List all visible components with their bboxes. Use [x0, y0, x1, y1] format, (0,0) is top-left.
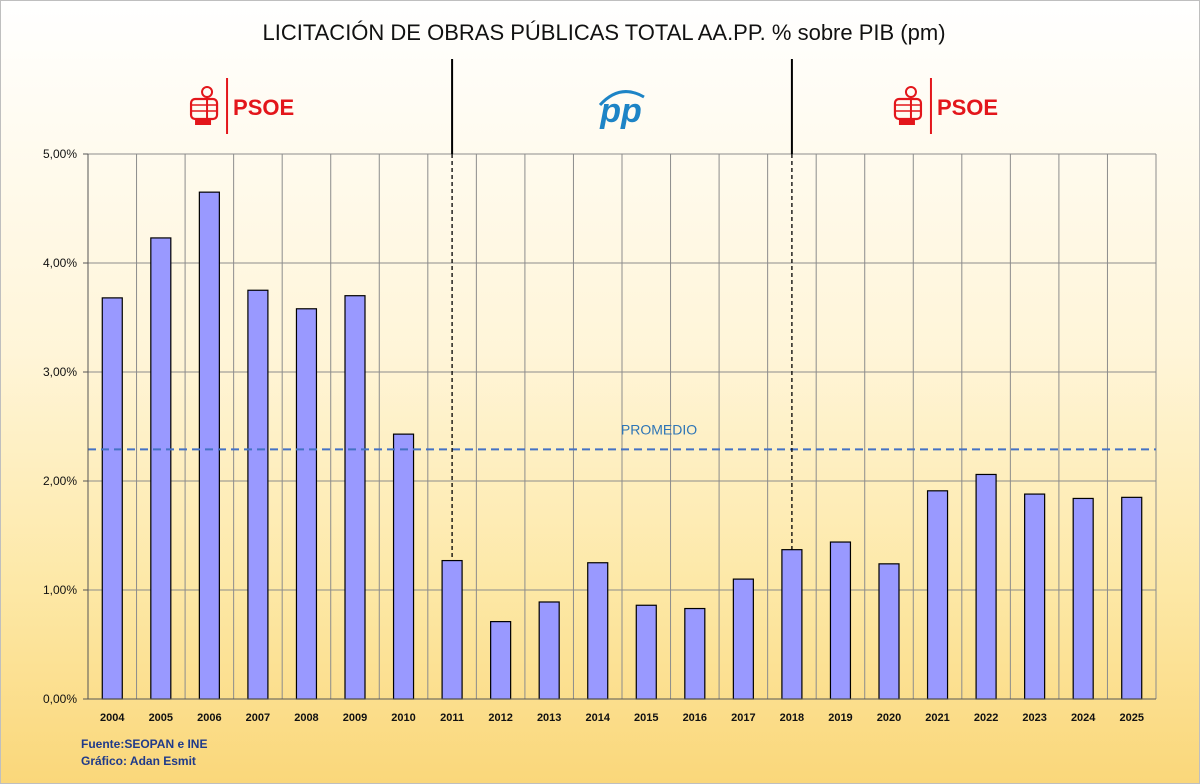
- bar-2023: [1024, 493, 1046, 700]
- bar-2024: [1072, 497, 1094, 700]
- author-note: Gráfico: Adan Esmit: [81, 754, 196, 768]
- bar-2020: [878, 563, 900, 700]
- x-tick-label: 2016: [683, 712, 707, 724]
- bar-2015: [635, 604, 657, 700]
- fist-shape: [189, 97, 219, 121]
- x-tick-label: 2007: [246, 712, 270, 724]
- bar-2010: [392, 433, 415, 700]
- x-tick-label: 2018: [780, 712, 804, 724]
- x-tick-label: 2004: [100, 712, 125, 724]
- bar-2004: [101, 297, 123, 700]
- bar-2008: [295, 308, 318, 700]
- x-tick-label: 2023: [1022, 712, 1046, 724]
- x-tick-label: 2012: [488, 712, 512, 724]
- finger-lines: [191, 104, 218, 112]
- bar-2016: [684, 607, 706, 700]
- rose-shape: [904, 86, 917, 98]
- wrist-shape: [195, 119, 212, 125]
- finger-lines: [894, 104, 921, 112]
- bar-2019: [829, 541, 852, 700]
- bar-2014: [587, 562, 609, 700]
- x-tick-label: 2025: [1119, 712, 1143, 724]
- x-tick-label: 2015: [634, 712, 658, 724]
- bar-2006: [198, 191, 220, 700]
- bar-2013: [538, 601, 560, 700]
- x-tick-label: 2006: [197, 712, 221, 724]
- bar-2011: [441, 559, 463, 700]
- y-tick-label: 2,00%: [43, 474, 77, 488]
- axes: 0,00% 1,00% 2,00% 3,00% 4,00% 5,00% 2004 2005 20…: [43, 147, 1156, 724]
- x-tick-label: 2008: [294, 712, 318, 724]
- bar-2009: [344, 295, 366, 700]
- x-tick-label: 2013: [537, 712, 561, 724]
- x-tick-label: 2017: [731, 712, 755, 724]
- bar-2021: [926, 490, 949, 700]
- bar-2005: [150, 237, 172, 700]
- y-tick-label: 4,00%: [43, 256, 77, 270]
- party-logos: PSOE pp PSOE: [189, 78, 998, 134]
- x-tick-label: 2022: [974, 712, 998, 724]
- fist-rose-icon: [189, 78, 229, 134]
- period-dividers: [451, 59, 793, 561]
- source-note: Fuente:SEOPAN e INE: [81, 737, 208, 751]
- y-tick-label: 3,00%: [43, 365, 77, 379]
- rose-shape: [201, 86, 214, 98]
- x-tick-label: 2014: [585, 712, 610, 724]
- bars: [101, 191, 1143, 700]
- party-name: PSOE: [937, 95, 998, 120]
- psoe-logo: PSOE: [189, 78, 294, 134]
- bar-2022: [975, 473, 997, 700]
- x-tick-label: 2019: [828, 712, 852, 724]
- y-tick-label: 5,00%: [43, 147, 77, 161]
- x-tick-label: 2021: [925, 712, 949, 724]
- chart-title: LICITACIÓN DE OBRAS PÚBLICAS TOTAL AA.PP…: [262, 20, 945, 45]
- average-line-group: PROMEDIO: [88, 421, 1156, 451]
- x-tick-label: 2011: [440, 712, 464, 724]
- fist-shape: [893, 97, 923, 121]
- bar-2012: [490, 621, 512, 700]
- bar-2017: [732, 578, 754, 700]
- average-label: PROMEDIO: [621, 421, 697, 437]
- pp-arc-icon: [598, 90, 645, 107]
- psoe-logo: PSOE: [893, 78, 998, 134]
- x-tick-label: 2005: [149, 712, 173, 724]
- x-tick-label: 2010: [391, 712, 415, 724]
- y-tick-label: 0,00%: [43, 692, 77, 706]
- bar-2025: [1121, 496, 1143, 700]
- wrist-shape: [898, 119, 915, 125]
- x-tick-label: 2009: [343, 712, 367, 724]
- bar-2018: [781, 549, 803, 700]
- x-tick-label: 2020: [877, 712, 901, 724]
- party-name: PSOE: [233, 95, 294, 120]
- grid-lines: [87, 153, 1157, 700]
- y-tick-label: 1,00%: [43, 583, 77, 597]
- pp-logo: pp: [598, 90, 645, 130]
- bar-2007: [247, 289, 269, 700]
- x-tick-label: 2024: [1071, 712, 1096, 724]
- fist-rose-icon: [893, 78, 932, 134]
